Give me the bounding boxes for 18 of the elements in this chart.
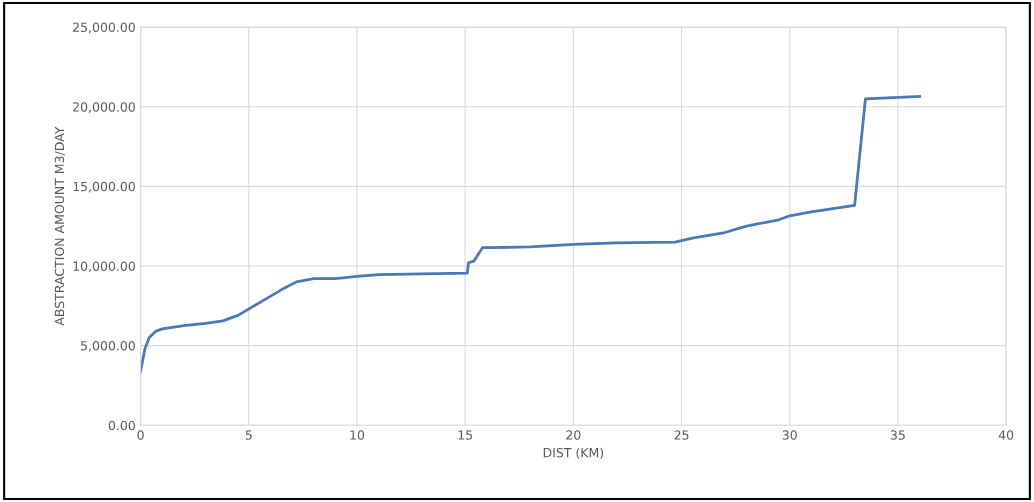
x-tick-label: 20 xyxy=(566,430,581,440)
y-tick-label: 10,000.00 xyxy=(73,261,135,273)
x-tick-label: 5 xyxy=(245,430,252,440)
x-tick-label: 30 xyxy=(782,430,797,440)
x-tick-label: 15 xyxy=(458,430,473,440)
x-tick-label: 0 xyxy=(137,430,144,440)
y-tick-label: 0.00 xyxy=(108,420,135,431)
y-axis-title: ABSTRACTION AMOUNT M3/DAY xyxy=(54,126,66,326)
y-tick-label: 25,000.00 xyxy=(73,22,135,34)
x-tick-label: 25 xyxy=(674,430,689,440)
y-tick-label: 20,000.00 xyxy=(73,102,135,113)
x-tick-label: 35 xyxy=(890,430,905,440)
line-series xyxy=(140,94,921,373)
y-tick-label: 5,000.00 xyxy=(81,341,135,352)
x-axis-title: DIST (KM) xyxy=(543,447,604,459)
y-tick-label: 15,000.00 xyxy=(73,181,135,193)
x-tick-label: 40 xyxy=(998,430,1014,440)
x-tick-label: 10 xyxy=(350,430,365,440)
